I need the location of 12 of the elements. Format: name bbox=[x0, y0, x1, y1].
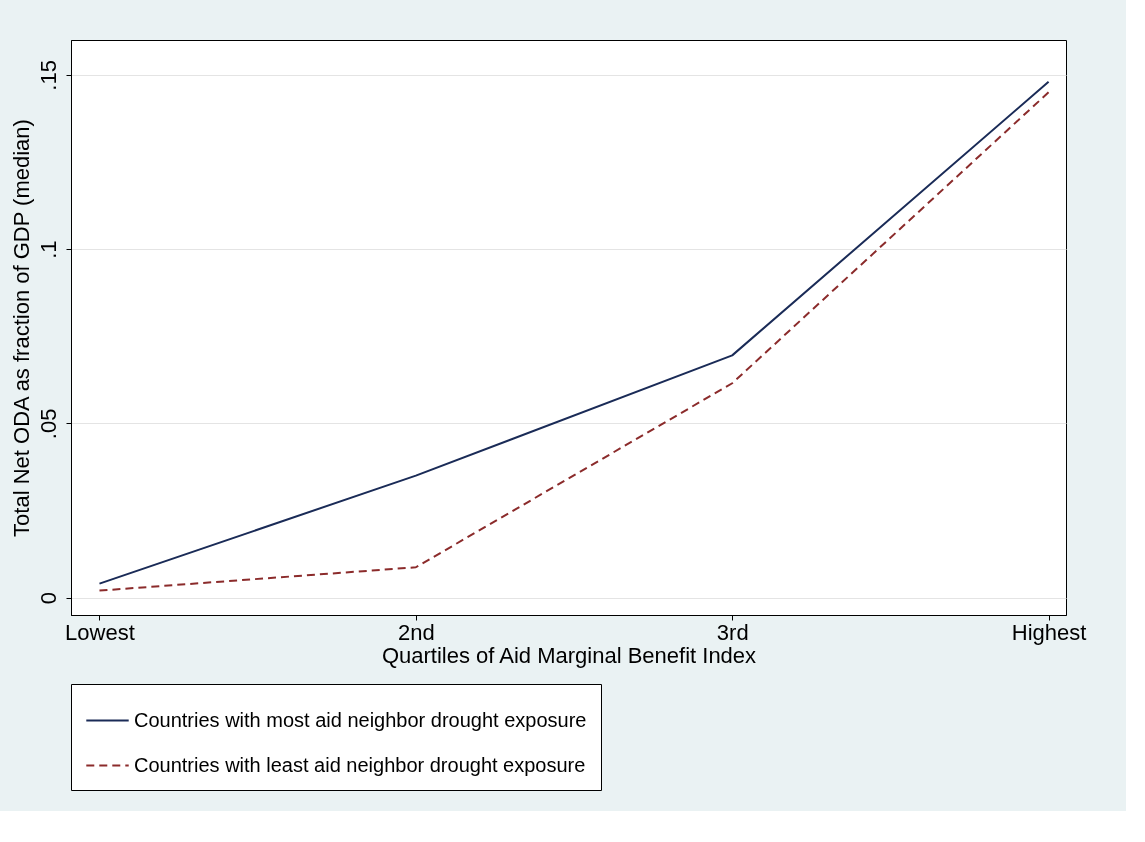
y-tick-label: .15 bbox=[35, 60, 61, 91]
legend-label: Countries with most aid neighbor drought exposure bbox=[134, 708, 587, 731]
y-tick-label: .05 bbox=[35, 408, 61, 440]
y-axis-title: Total Net ODA as fraction of GDP (median) bbox=[8, 119, 34, 537]
x-tick-label: 3rd bbox=[716, 619, 749, 645]
x-tick-label: Highest bbox=[1011, 619, 1087, 645]
x-tick-label: 2nd bbox=[397, 619, 435, 645]
y-tick-label: .1 bbox=[35, 240, 61, 259]
x-axis-title: Quartiles of Aid Marginal Benefit Index bbox=[381, 642, 757, 668]
legend-label: Countries with least aid neighbor drought exposure bbox=[134, 753, 586, 776]
y-tick-label: 0 bbox=[35, 591, 61, 605]
x-tick-label: Lowest bbox=[65, 619, 135, 645]
